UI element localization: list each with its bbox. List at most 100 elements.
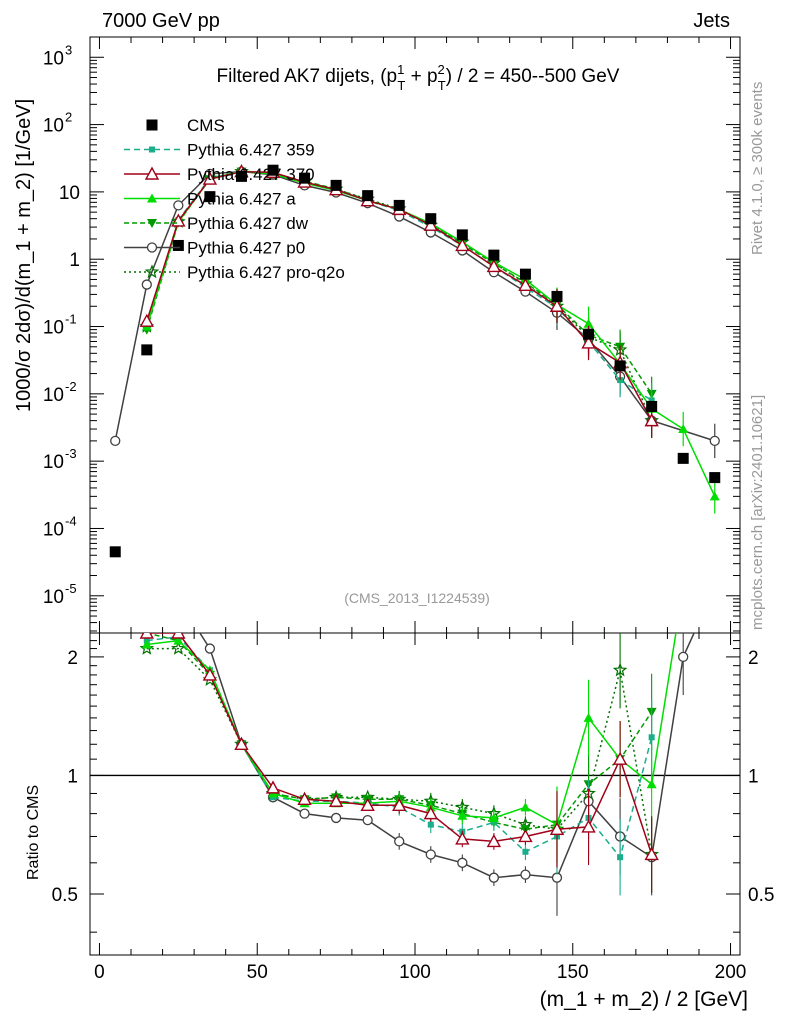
x-tick-label: 50 xyxy=(247,962,268,983)
data-point-370 xyxy=(486,259,502,273)
ratio-point-a xyxy=(173,635,184,645)
legend-marker-CMS xyxy=(146,119,158,131)
ratio-point-pro xyxy=(612,662,628,677)
x-tick-label: 0 xyxy=(94,962,105,983)
data-point-CMS xyxy=(677,452,689,464)
data-point-a xyxy=(583,318,594,328)
data-point-p0 xyxy=(709,435,720,447)
ratio-point-a xyxy=(520,802,531,812)
legend-label-pro: Pythia 6.427 pro-q2o xyxy=(187,263,345,282)
data-point-370 xyxy=(139,313,154,327)
header-left: 7000 GeV pp xyxy=(102,10,220,32)
rivet-label: Rivet 4.1.0, ≥ 300k events xyxy=(749,82,766,255)
header-right: Jets xyxy=(693,10,730,32)
ratio-point-a xyxy=(457,810,468,820)
legend-marker-a xyxy=(147,193,157,203)
ratio-point-p0 xyxy=(710,583,719,592)
y-tick-exponent: -4 xyxy=(65,513,77,528)
ratio-point-p0 xyxy=(299,808,310,819)
series-370 xyxy=(139,164,659,438)
title-prefix: Filtered AK7 dijets, (p xyxy=(217,66,398,87)
y-tick-exponent: -2 xyxy=(65,379,77,394)
y-tick-label: 10 xyxy=(43,452,64,473)
ratio-point-p0 xyxy=(174,595,183,604)
ratio-point-p0 xyxy=(520,869,531,880)
ratio-point-p0 xyxy=(488,872,500,883)
legend-marker-dw xyxy=(147,219,157,228)
x-tick-label: 200 xyxy=(715,962,747,983)
data-point-370 xyxy=(423,217,438,231)
data-point-370 xyxy=(549,298,565,312)
ratio-point-a xyxy=(583,712,594,722)
ratio-point-a xyxy=(678,583,688,592)
legend-item-dw: Pythia 6.427 dw xyxy=(124,214,309,233)
legend-item-370: Pythia 6.427 370 xyxy=(124,165,315,184)
data-point-370 xyxy=(202,171,218,185)
y-tick-exponent: -5 xyxy=(65,581,77,596)
legend-marker-370 xyxy=(144,166,160,180)
ratio-point-p0 xyxy=(678,651,689,663)
data-point-CMS xyxy=(551,290,563,302)
ratio-line-370 xyxy=(146,633,653,855)
ratio-point-370 xyxy=(612,751,628,765)
mcplots-label: mcplots.cern.ch [arXiv:2401.10621] xyxy=(749,395,766,630)
data-point-CMS xyxy=(614,360,626,372)
ratio-tick-label: 0.5 xyxy=(52,885,78,906)
y-tick-label: 10 xyxy=(43,587,64,608)
ratio-point-370 xyxy=(581,819,596,833)
ratio-series-359 xyxy=(143,633,655,896)
legend-label-p0: Pythia 6.427 p0 xyxy=(187,239,305,258)
ratio-point-370 xyxy=(234,736,249,750)
title-sub2: T xyxy=(438,78,446,93)
ratio-series-pro xyxy=(139,633,659,893)
ratio-tick-label: 2 xyxy=(67,648,78,669)
ratio-point-a xyxy=(646,779,657,789)
ratio-point-p0 xyxy=(425,849,436,860)
ratio-point-370 xyxy=(455,831,470,845)
ratio-y-axis-label: Ratio to CMS xyxy=(25,785,42,880)
series-line-p0 xyxy=(114,170,716,442)
legend-item-359: Pythia 6.427 359 xyxy=(124,141,315,160)
y-tick-label: 10 xyxy=(43,116,64,137)
ratio-point-370 xyxy=(486,833,502,848)
title-mid: + p xyxy=(405,66,437,87)
ratio-point-370 xyxy=(328,793,344,807)
ratio-point-pro xyxy=(171,640,186,655)
y-tick-exponent: 2 xyxy=(65,110,72,125)
title-sup1: 1 xyxy=(397,62,404,77)
ratio-point-359 xyxy=(617,854,624,861)
ratio-frame xyxy=(89,632,741,956)
data-point-a xyxy=(709,491,720,501)
legend-item-p0: Pythia 6.427 p0 xyxy=(124,239,305,258)
x-axis-label: (m_1 + m_2) / 2 [GeV] xyxy=(540,988,748,1011)
ratio-point-370 xyxy=(202,667,218,681)
ratio-tick-label-right: 0.5 xyxy=(748,885,774,906)
data-point-CMS xyxy=(709,472,721,484)
y-tick-label: 1 xyxy=(69,250,80,271)
ratio-line-359 xyxy=(146,636,653,859)
legend-marker-359 xyxy=(149,146,155,153)
ratio-point-370 xyxy=(392,797,407,811)
legend-item-a: Pythia 6.427 a xyxy=(124,190,296,209)
ratio-point-370 xyxy=(423,806,438,820)
ratio-point-370 xyxy=(360,797,375,811)
ratio-tick-label: 1 xyxy=(67,766,78,787)
series-p0 xyxy=(110,166,720,459)
data-point-CMS xyxy=(235,170,247,182)
ratio-point-359 xyxy=(427,821,434,828)
ratio-series-370 xyxy=(139,633,659,893)
ratio-point-p0 xyxy=(330,812,342,824)
title-suffix: ) / 2 = 450--500 GeV xyxy=(446,66,620,87)
y-tick-exponent: -3 xyxy=(65,446,77,461)
data-point-p0 xyxy=(173,200,184,211)
data-point-CMS xyxy=(583,328,595,340)
ratio-tick-label-right: 2 xyxy=(748,648,759,669)
data-point-CMS xyxy=(488,249,500,261)
ratio-point-370 xyxy=(297,791,312,805)
ratio-point-p0 xyxy=(394,836,405,847)
ratio-point-370 xyxy=(549,821,565,835)
series-group xyxy=(109,163,721,558)
data-point-a xyxy=(678,424,689,434)
